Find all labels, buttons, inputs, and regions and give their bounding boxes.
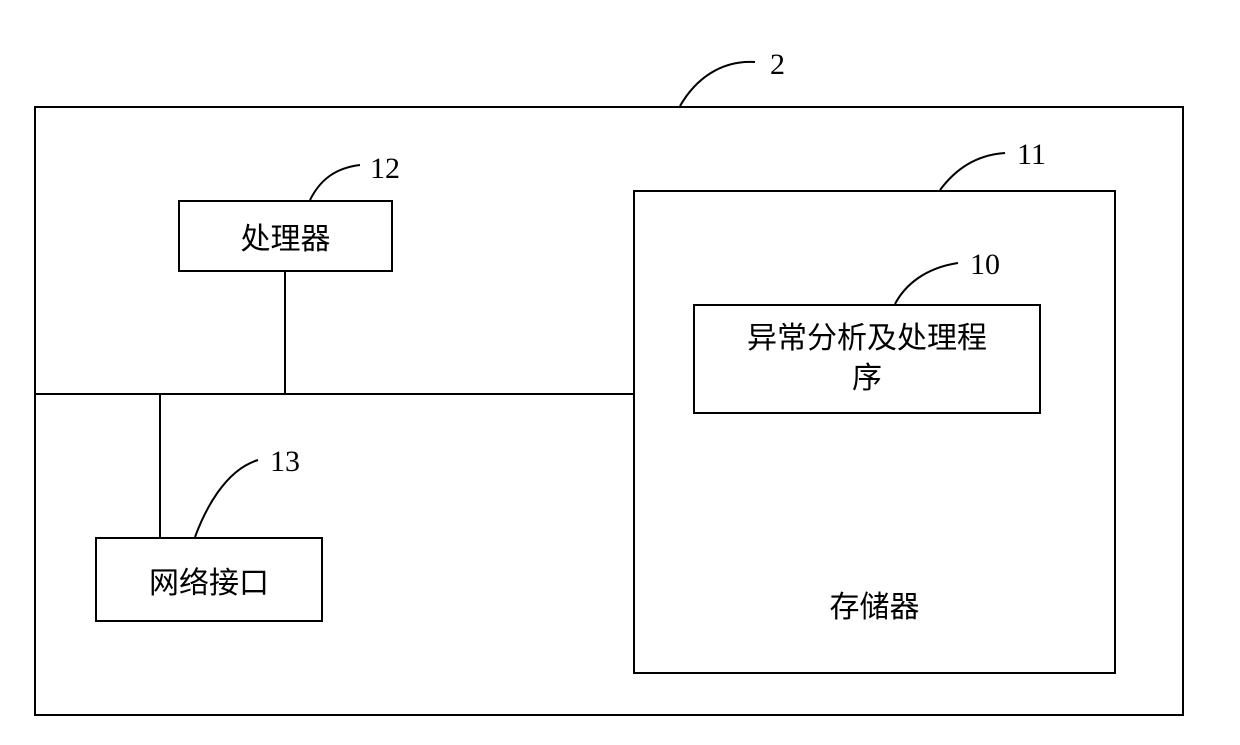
program-box: 异常分析及处理程 序: [693, 304, 1041, 414]
memory-box: 存储器: [633, 190, 1116, 674]
network-box: 网络接口: [95, 537, 323, 622]
ref-label-2: 2: [770, 48, 785, 82]
leader-2: [680, 62, 755, 106]
program-label-line2: 序: [852, 359, 882, 400]
ref-label-13: 13: [270, 445, 300, 479]
network-label: 网络接口: [149, 558, 269, 602]
processor-label: 处理器: [241, 214, 331, 258]
program-label-line1: 异常分析及处理程: [747, 319, 987, 360]
processor-box: 处理器: [178, 200, 393, 272]
block-diagram: 存储器 异常分析及处理程 序 处理器 网络接口 2 12 11 10 13: [0, 0, 1240, 745]
ref-label-10: 10: [970, 248, 1000, 282]
ref-label-11: 11: [1017, 138, 1046, 172]
memory-label: 存储器: [635, 582, 1114, 626]
ref-label-12: 12: [370, 152, 400, 186]
